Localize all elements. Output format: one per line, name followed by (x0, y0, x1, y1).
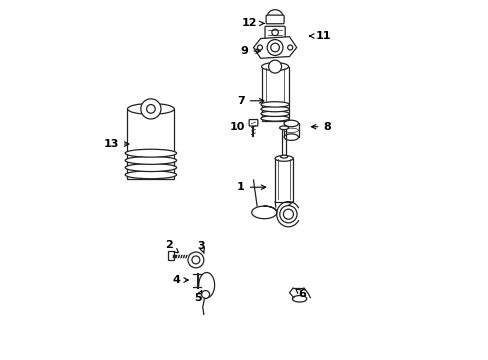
Circle shape (271, 29, 278, 36)
Text: 13: 13 (103, 139, 129, 149)
Ellipse shape (125, 171, 176, 179)
Ellipse shape (261, 102, 289, 107)
Text: 11: 11 (309, 31, 331, 41)
Circle shape (266, 40, 283, 55)
FancyBboxPatch shape (265, 15, 284, 24)
Bar (284, 123, 298, 137)
FancyBboxPatch shape (249, 120, 257, 126)
Polygon shape (253, 37, 296, 58)
Text: 5: 5 (193, 290, 202, 303)
Ellipse shape (127, 104, 174, 114)
Circle shape (187, 252, 203, 268)
Bar (127, 109, 174, 179)
Circle shape (201, 291, 209, 298)
Bar (261, 67, 288, 121)
Ellipse shape (261, 111, 289, 116)
Circle shape (141, 99, 161, 119)
Text: 2: 2 (164, 240, 179, 253)
Ellipse shape (292, 296, 306, 302)
FancyBboxPatch shape (264, 26, 285, 39)
Ellipse shape (125, 163, 176, 172)
Circle shape (279, 206, 296, 223)
Text: 4: 4 (172, 275, 188, 285)
Ellipse shape (261, 63, 288, 71)
Ellipse shape (284, 120, 298, 127)
Ellipse shape (284, 134, 298, 140)
Ellipse shape (125, 149, 176, 157)
Ellipse shape (280, 155, 287, 158)
Ellipse shape (279, 126, 288, 130)
Circle shape (283, 209, 293, 219)
Ellipse shape (284, 128, 298, 132)
Text: 1: 1 (237, 182, 265, 192)
Text: 3: 3 (197, 240, 204, 253)
Circle shape (270, 43, 279, 52)
Bar (167, 251, 174, 260)
Text: 10: 10 (229, 122, 255, 132)
Circle shape (146, 104, 155, 113)
Ellipse shape (125, 156, 176, 164)
Text: 12: 12 (242, 18, 264, 28)
Text: 7: 7 (237, 96, 264, 106)
Text: 8: 8 (311, 122, 330, 132)
Ellipse shape (261, 116, 289, 121)
Ellipse shape (275, 156, 292, 161)
Text: 9: 9 (240, 46, 260, 56)
Circle shape (257, 45, 262, 50)
Text: 6: 6 (295, 288, 305, 299)
Bar (275, 158, 292, 202)
Circle shape (268, 60, 281, 73)
Circle shape (192, 256, 200, 264)
Circle shape (287, 45, 292, 50)
Ellipse shape (261, 107, 289, 112)
